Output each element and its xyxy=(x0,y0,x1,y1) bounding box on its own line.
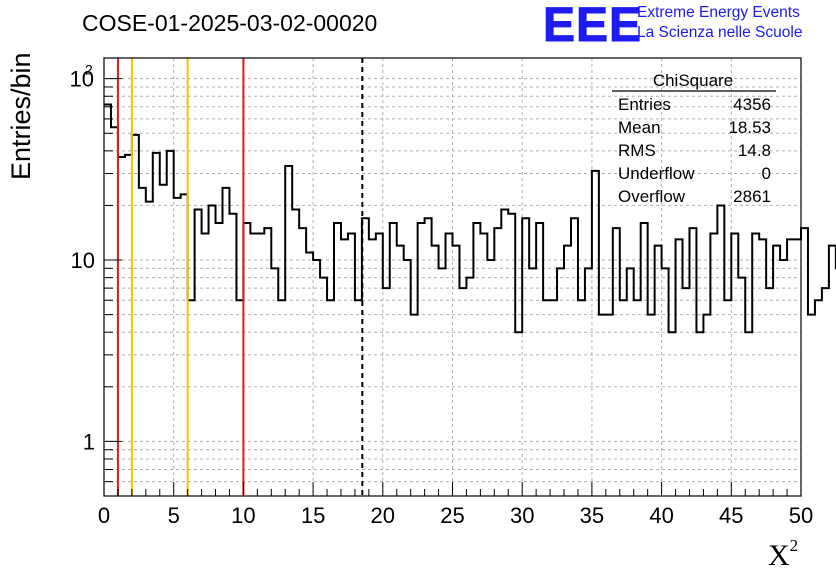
y-axis-label: Entries/bin xyxy=(6,52,36,180)
eee-logo: EEE xyxy=(542,0,643,53)
chart-title: COSE-01-2025-03-02-00020 xyxy=(82,10,378,36)
stats-value: 2861 xyxy=(733,187,771,206)
x-tick-label: 0 xyxy=(98,503,110,528)
stats-label: Underflow xyxy=(618,164,695,183)
stats-label: Overflow xyxy=(618,187,686,206)
x-axis-label-base: X xyxy=(768,539,790,572)
stats-value: 14.8 xyxy=(738,141,771,160)
threshold-lines xyxy=(116,58,364,496)
x-tick-label: 40 xyxy=(649,503,673,528)
stats-value: 4356 xyxy=(733,95,771,114)
grid-lines xyxy=(104,58,801,497)
stats-value: 0 xyxy=(762,164,771,183)
stats-label: RMS xyxy=(618,141,656,160)
x-axis-label-sup: 2 xyxy=(789,536,799,555)
y-tick-label: 1 xyxy=(83,429,95,454)
x-tick-label: 20 xyxy=(371,503,395,528)
stats-label: Entries xyxy=(618,95,671,114)
histogram-series xyxy=(104,103,836,334)
y-tick-label: 10 xyxy=(71,248,95,273)
x-tick-label: 5 xyxy=(168,503,180,528)
y-tick-label: 10 xyxy=(70,67,94,92)
x-tick-label: 15 xyxy=(301,503,325,528)
x-tick-label: 25 xyxy=(440,503,464,528)
logo-line-2: La Scienza nelle Scuole xyxy=(637,24,803,41)
y-tick-label-exponent: 2 xyxy=(85,62,93,78)
x-tick-label: 35 xyxy=(580,503,604,528)
stats-title: ChiSquare xyxy=(653,71,733,90)
x-tick-label: 45 xyxy=(719,503,743,528)
stats-label: Mean xyxy=(618,118,661,137)
histogram-step-line xyxy=(104,103,836,334)
stats-box: ChiSquare Entries 4356 Mean 18.53 RMS 14.8 Unde… xyxy=(612,71,776,206)
x-axis-label: X2 xyxy=(768,536,798,573)
stats-value: 18.53 xyxy=(728,118,771,137)
logo-line-1: Extreme Energy Events xyxy=(637,4,800,21)
x-tick-label: 30 xyxy=(510,503,534,528)
x-tick-label: 10 xyxy=(231,503,255,528)
x-tick-label: 50 xyxy=(789,503,813,528)
